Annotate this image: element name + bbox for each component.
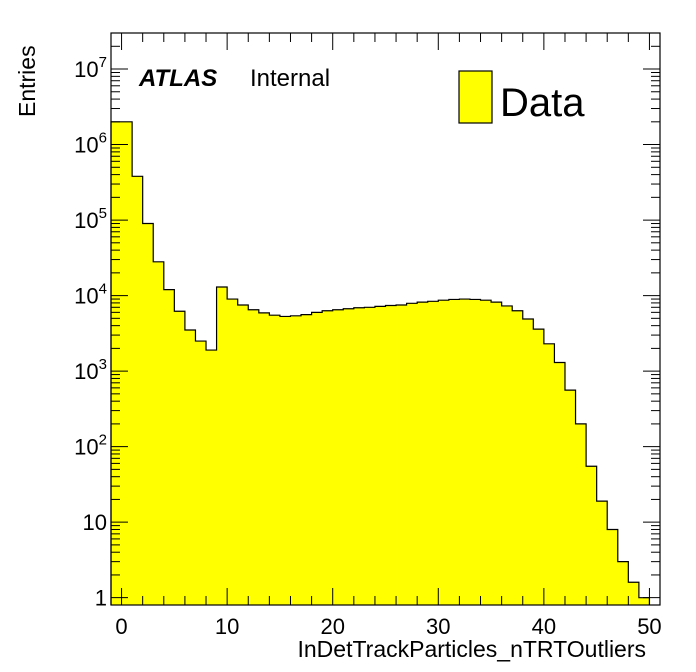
- histogram-bar: [385, 305, 397, 605]
- histogram-outline: [110, 121, 651, 605]
- x-tick-label: 10: [215, 614, 239, 639]
- y-tick-label: 10: [83, 510, 107, 535]
- plot-frame: [110, 32, 661, 606]
- histogram-bar: [163, 289, 175, 605]
- histogram-bar: [491, 302, 503, 605]
- histogram-bar: [132, 176, 144, 605]
- histogram-bar: [206, 350, 217, 605]
- histogram-bar: [427, 301, 439, 605]
- y-tick-labels: 1 10 102 103 104 105 106 107: [74, 54, 107, 611]
- histogram-bar: [153, 261, 165, 605]
- y-tick-label: 103: [74, 356, 107, 384]
- histogram-bar: [111, 121, 122, 606]
- y-axis-label: Entries: [14, 45, 40, 117]
- histogram-bar: [459, 299, 471, 605]
- legend-swatch-data: [458, 70, 493, 124]
- y-tick-label: 105: [74, 205, 107, 233]
- y-tick-label: 106: [74, 130, 107, 158]
- legend: Data: [458, 70, 585, 125]
- histogram-bar: [522, 318, 534, 605]
- histogram-bar: [332, 309, 344, 605]
- histogram-bar: [448, 299, 460, 605]
- x-tick-label: 40: [532, 614, 556, 639]
- histogram-bar: [554, 362, 566, 605]
- histogram-bar: [628, 582, 640, 605]
- histogram-bar: [343, 308, 355, 605]
- histogram-bar: [195, 341, 207, 605]
- histogram-bar: [279, 316, 291, 605]
- histogram-bar: [301, 314, 312, 605]
- x-tick-label: 0: [115, 614, 127, 639]
- axis-ticks: [111, 32, 660, 605]
- histogram-bar: [364, 307, 376, 605]
- x-axis-label: InDetTrackParticles_nTRTOutliers: [297, 636, 646, 662]
- x-tick-label: 30: [426, 614, 450, 639]
- histogram-bar: [174, 311, 186, 605]
- histogram-bar: [121, 121, 133, 606]
- histogram-bar: [607, 529, 619, 605]
- histogram-bar: [638, 597, 650, 605]
- x-tick-labels: 0 10 20 30 40 50: [115, 614, 661, 639]
- histogram-bar: [586, 466, 598, 605]
- histogram-bar: [438, 300, 450, 605]
- legend-label-data: Data: [500, 81, 585, 125]
- histogram-bar: [501, 305, 513, 605]
- histogram-bar: [469, 299, 481, 605]
- histogram-bar: [248, 309, 260, 605]
- y-tick-label: 1: [95, 586, 107, 611]
- histogram-bar: [533, 329, 545, 605]
- atlas-label: ATLAS Internal: [138, 65, 330, 92]
- histogram-bar: [575, 423, 587, 605]
- histogram-bar: [311, 312, 323, 605]
- histogram-bar: [374, 306, 386, 605]
- histogram-bar: [353, 307, 365, 605]
- histogram-bar: [512, 310, 524, 605]
- histogram-bar: [564, 390, 576, 605]
- y-tick-label: 102: [74, 432, 107, 460]
- histogram-bar: [227, 299, 239, 605]
- histogram-bars: [111, 121, 650, 606]
- histogram-bar: [417, 302, 429, 605]
- histogram-bar: [258, 312, 270, 605]
- histogram-bar: [406, 303, 418, 605]
- atlas-status-label: Internal: [250, 65, 330, 92]
- histogram-bar: [480, 300, 492, 605]
- histogram-bar: [237, 305, 249, 605]
- histogram-bar: [184, 330, 196, 605]
- histogram-bar: [617, 561, 629, 605]
- histogram-bar: [322, 310, 334, 605]
- histogram-bar: [543, 343, 555, 605]
- histogram-bar: [142, 223, 154, 605]
- histogram-bar: [216, 286, 228, 605]
- x-tick-label: 20: [320, 614, 344, 639]
- histogram-bar: [596, 501, 608, 605]
- histogram-bar: [269, 315, 281, 605]
- histogram-bar: [290, 315, 302, 605]
- y-tick-label: 104: [74, 281, 107, 309]
- histogram-bar: [396, 305, 408, 605]
- y-tick-label: 107: [74, 54, 107, 82]
- atlas-experiment-label: ATLAS: [138, 65, 217, 92]
- x-tick-label: 50: [637, 614, 661, 639]
